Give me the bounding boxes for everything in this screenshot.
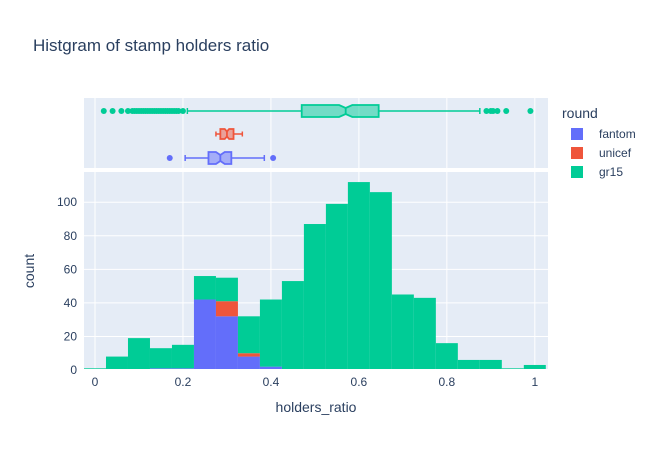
bar-gr15: [193, 276, 216, 300]
bar-unicef: [237, 353, 260, 357]
legend-label: unicef: [599, 146, 632, 160]
bar-gr15: [347, 182, 370, 370]
y-tick-label: 0: [70, 363, 77, 377]
y-tick-label: 20: [64, 329, 78, 343]
legend-swatch: [571, 128, 583, 140]
series-gr15: [84, 182, 546, 370]
x-tick-label: 1: [531, 375, 538, 389]
outlier-point: [527, 108, 534, 114]
y-tick-label: 40: [64, 296, 78, 310]
bar-gr15: [457, 359, 480, 370]
bar-gr15: [435, 343, 458, 370]
bar-gr15: [215, 277, 238, 302]
outlier-point: [166, 155, 173, 161]
x-axis-title: holders_ratio: [276, 399, 357, 415]
bar-unicef: [215, 301, 238, 317]
legend-label: fantom: [599, 127, 636, 141]
bar-gr15: [325, 203, 348, 370]
bar-gr15: [303, 224, 326, 370]
outlier-point: [100, 108, 107, 114]
legend-swatch: [571, 147, 583, 159]
legend-item-unicef: unicef: [571, 146, 632, 160]
outlier-point: [503, 108, 510, 114]
box-body: [300, 104, 380, 118]
legend-swatch: [571, 166, 583, 178]
bar-gr15: [171, 344, 194, 369]
bar-gr15: [149, 348, 172, 369]
series-unicef: [215, 301, 260, 357]
bar-fantom: [237, 356, 260, 370]
x-tick-label: 0.2: [175, 375, 192, 389]
legend-item-gr15: gr15: [571, 165, 623, 179]
bar-fantom: [215, 316, 238, 370]
outlier-point: [179, 108, 186, 114]
legend-item-fantom: fantom: [571, 127, 636, 141]
chart-title: Histgram of stamp holders ratio: [33, 36, 269, 55]
y-axis-title: count: [21, 254, 37, 288]
x-tick-label: 0: [92, 375, 99, 389]
outlier-point: [494, 108, 501, 114]
outlier-point: [118, 108, 125, 114]
y-tick-label: 100: [57, 195, 77, 209]
bar-gr15: [523, 364, 546, 370]
bar-fantom: [193, 299, 216, 370]
outlier-point: [175, 108, 182, 114]
bar-gr15: [237, 316, 260, 354]
x-tick-label: 0.4: [263, 375, 280, 389]
x-tick-label: 0.6: [351, 375, 368, 389]
bar-gr15: [281, 281, 304, 370]
histogram-panel: 0 20 40 60 80 100 0 0.2 0.4 0.6 0.8 1: [57, 172, 548, 389]
outlier-point: [124, 108, 131, 114]
bar-gr15: [259, 299, 282, 367]
bar-gr15: [127, 338, 150, 370]
y-tick-label: 60: [64, 262, 78, 276]
x-tick-label: 0.8: [438, 375, 455, 389]
bar-gr15: [391, 294, 414, 370]
bar-gr15: [479, 359, 502, 370]
bar-gr15: [369, 192, 392, 370]
outlier-point: [483, 108, 490, 114]
legend-label: gr15: [599, 165, 623, 179]
outlier-point: [109, 108, 116, 114]
outlier-point: [490, 108, 497, 114]
boxplot-panel: [84, 98, 548, 168]
y-tick-label: 80: [64, 229, 78, 243]
boxplot-gr15: [100, 104, 534, 118]
boxplot-unicef: [215, 128, 244, 140]
legend-title: round: [562, 105, 598, 121]
bar-fantom: [259, 366, 282, 370]
bar-gr15: [413, 297, 436, 370]
bar-gr15: [105, 356, 128, 370]
boxplot-fantom: [166, 151, 277, 165]
outlier-point: [270, 155, 277, 161]
